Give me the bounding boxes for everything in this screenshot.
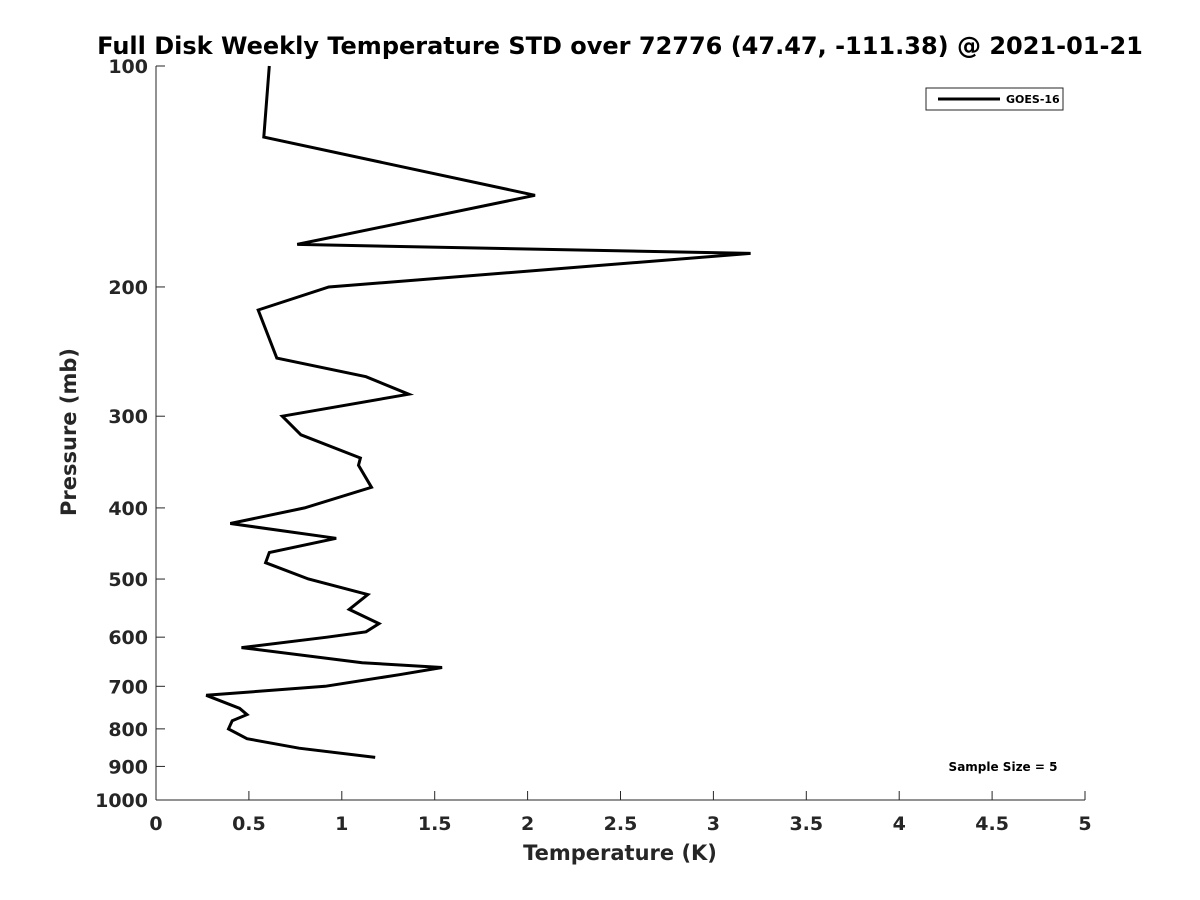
x-tick-label: 2	[521, 813, 534, 835]
x-tick-label: 0.5	[232, 813, 266, 835]
y-axis-label: Pressure (mb)	[57, 348, 81, 516]
x-tick-label: 1	[335, 813, 348, 835]
y-tick-label: 1000	[95, 790, 148, 812]
legend: GOES-16	[925, 87, 1064, 111]
y-tick-label: 500	[108, 569, 148, 591]
y-tick-label: 100	[108, 56, 148, 78]
chart-title: Full Disk Weekly Temperature STD over 72…	[97, 32, 1143, 60]
x-tick-label: 4.5	[975, 813, 1009, 835]
y-tick-label: 200	[108, 277, 148, 299]
y-tick-label: 400	[108, 498, 148, 520]
legend-label: GOES-16	[1006, 93, 1060, 106]
series-layer	[205, 65, 751, 759]
x-tick-label: 3.5	[789, 813, 823, 835]
x-tick-label: 5	[1078, 813, 1091, 835]
x-tick-label: 3	[707, 813, 720, 835]
x-axis-label: Temperature (K)	[523, 841, 717, 865]
y-tick-label: 300	[108, 406, 148, 428]
x-tick-label: 0	[149, 813, 162, 835]
x-tick-label: 1.5	[418, 813, 452, 835]
y-tick-label: 600	[108, 627, 148, 649]
y-tick-label: 800	[108, 719, 148, 741]
axes: 0 0.5 1 1.5 2 2.5 3 3.5 4 4.5 5 100 200 300 400 500 600 7…	[95, 56, 1092, 835]
y-tick-label: 700	[108, 676, 148, 698]
x-tick-label: 4	[893, 813, 906, 835]
sample-size-annotation: Sample Size = 5	[949, 760, 1058, 774]
y-tick-label: 900	[108, 756, 148, 778]
series-line-goes-16	[205, 65, 751, 759]
x-tick-label: 2.5	[604, 813, 638, 835]
